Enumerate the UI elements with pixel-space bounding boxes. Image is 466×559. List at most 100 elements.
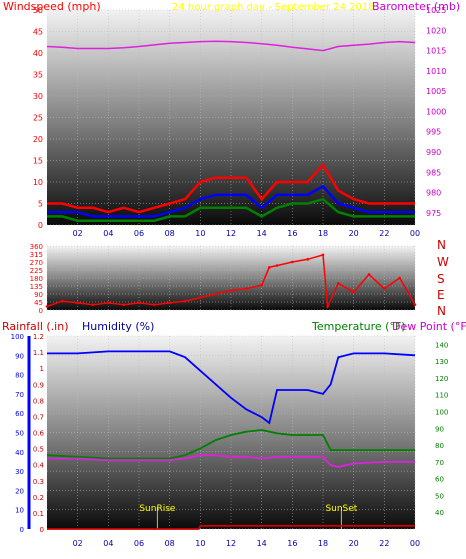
rain-ytick-label: 1.1 [33, 349, 44, 357]
temp-xtick-label: 16 [287, 539, 297, 548]
direction-point [199, 296, 202, 299]
temp-xtick-label: 08 [165, 539, 175, 548]
direction-point [326, 305, 329, 308]
direction-point [183, 299, 187, 303]
temperature-ytick-label: 100 [435, 409, 448, 417]
temp-xtick-label: 22 [379, 539, 389, 548]
humidity-ytick-label: 10 [15, 507, 24, 515]
wind-xtick-label: 16 [287, 229, 297, 238]
humidity-ytick-label: 90 [15, 352, 24, 360]
barometer-ytick-label: 995 [426, 128, 441, 137]
wind-ytick-label: 30 [33, 92, 43, 101]
direction-point [107, 301, 110, 305]
temp-xtick-label: 04 [103, 539, 113, 548]
barometer-ytick-label: 985 [426, 168, 441, 177]
direction-point [321, 253, 325, 257]
humidity-ytick-label: 70 [15, 391, 24, 399]
sun-marker-label: SunRise [139, 504, 176, 514]
temperature-ytick-label: 60 [435, 476, 444, 484]
direction-point [122, 303, 125, 306]
direction-ytick-label: 90 [34, 291, 43, 299]
barometer-ytick-label: 1025 [426, 6, 446, 15]
rain-ytick-label: 0.6 [33, 430, 45, 438]
humidity-ytick-label: 100 [11, 333, 24, 341]
wind-xtick-label: 22 [379, 229, 389, 238]
humidity-ytick-label: 80 [15, 372, 24, 380]
rain-ytick-label: 0.7 [33, 413, 44, 421]
temperature-ytick-label: 70 [435, 459, 444, 467]
direction-ytick-label: 45 [34, 299, 43, 307]
direction-point [168, 301, 171, 305]
wind-ytick-label: 10 [33, 178, 43, 187]
compass-e: E [437, 288, 445, 302]
direction-ytick-label: 0 [39, 307, 43, 315]
windspeed-axis-title: Windspeed (mph) [3, 0, 101, 13]
direction-point [61, 299, 64, 303]
temp-xtick-label: 02 [73, 539, 83, 548]
temp-xtick-label: 20 [349, 539, 359, 548]
dewpoint-axis-title: Dew Point (°F) [392, 320, 466, 333]
wind-xtick-label: 20 [349, 229, 359, 238]
temperature-ytick-label: 140 [435, 341, 448, 349]
compass-s: S [437, 272, 445, 286]
barometer-ytick-label: 1010 [426, 67, 446, 76]
humidity-ytick-label: 0 [20, 526, 24, 534]
wind-series-line-3 [46, 40, 416, 52]
direction-point [306, 258, 309, 261]
rain-ytick-label: 1 [40, 365, 44, 373]
temp-xtick-label: 14 [257, 539, 267, 548]
direction-point [153, 303, 156, 306]
direction-point [91, 303, 95, 306]
rain-ytick-label: 0.2 [33, 494, 44, 502]
wind-series-line-1 [47, 184, 415, 218]
humidity-ytick-label: 40 [15, 449, 24, 457]
temperature-ytick-label: 130 [435, 358, 448, 366]
temp-xtick-label: 12 [226, 539, 236, 548]
wind-ytick-label: 20 [33, 135, 43, 144]
direction-point [337, 282, 340, 285]
wind-xtick-label: 04 [103, 229, 113, 238]
direction-ytick-label: 225 [30, 267, 43, 275]
wind-ytick-label: 35 [33, 71, 43, 80]
rain-ytick-label: 0.1 [33, 510, 44, 518]
temp-series-line-3 [47, 524, 415, 530]
temp-xtick-label: 00 [410, 539, 420, 548]
direction-point [76, 301, 79, 305]
direction-point [268, 266, 271, 269]
rain-ytick-label: 0.8 [33, 397, 44, 405]
temp-series-line-1 [46, 429, 415, 460]
temp-xtick-label: 10 [195, 539, 205, 548]
chart-title: 24 hour graph day - September 24 2018 [172, 2, 375, 13]
wind-xtick-label: 06 [134, 229, 144, 238]
wind-xtick-label: 00 [410, 229, 420, 238]
temp-series-line-2 [47, 454, 415, 468]
temperature-humidity-chart: SunRise SunSet 0 0.1 0.2 0.3 0.4 0.5 0.6 0.7 0.8 0… [11, 333, 449, 548]
direction-point [413, 303, 417, 306]
barometer-ytick-label: 1000 [426, 107, 446, 116]
wind-xtick-label: 12 [226, 229, 236, 238]
sun-marker-label: SunSet [325, 504, 357, 514]
temp-xtick-label: 18 [318, 539, 328, 548]
humidity-axis-title: Humidity (%) [82, 320, 154, 333]
direction-point [214, 292, 217, 296]
barometer-ytick-label: 975 [426, 209, 441, 218]
compass-n-bottom: N [437, 304, 446, 318]
barometer-axis-title: Barometer (mb) [372, 0, 460, 13]
barometer-ytick-label: 980 [426, 189, 441, 198]
temperature-axis-title: Temperature (°F) [311, 320, 406, 333]
barometer-ytick-label: 1020 [426, 26, 446, 35]
wind-xtick-label: 10 [195, 229, 205, 238]
humidity-ytick-label: 60 [15, 410, 24, 418]
temperature-ytick-label: 90 [435, 425, 444, 433]
wind-ytick-label: 0 [38, 221, 43, 230]
wind-xtick-label: 08 [165, 229, 175, 238]
rain-ytick-label: 0.4 [33, 462, 45, 470]
direction-point [291, 260, 294, 264]
compass-n-top: N [437, 238, 446, 252]
direction-ytick-label: 180 [30, 275, 43, 283]
humidity-ytick-label: 20 [15, 487, 24, 495]
wind-xtick-label: 02 [73, 229, 83, 238]
